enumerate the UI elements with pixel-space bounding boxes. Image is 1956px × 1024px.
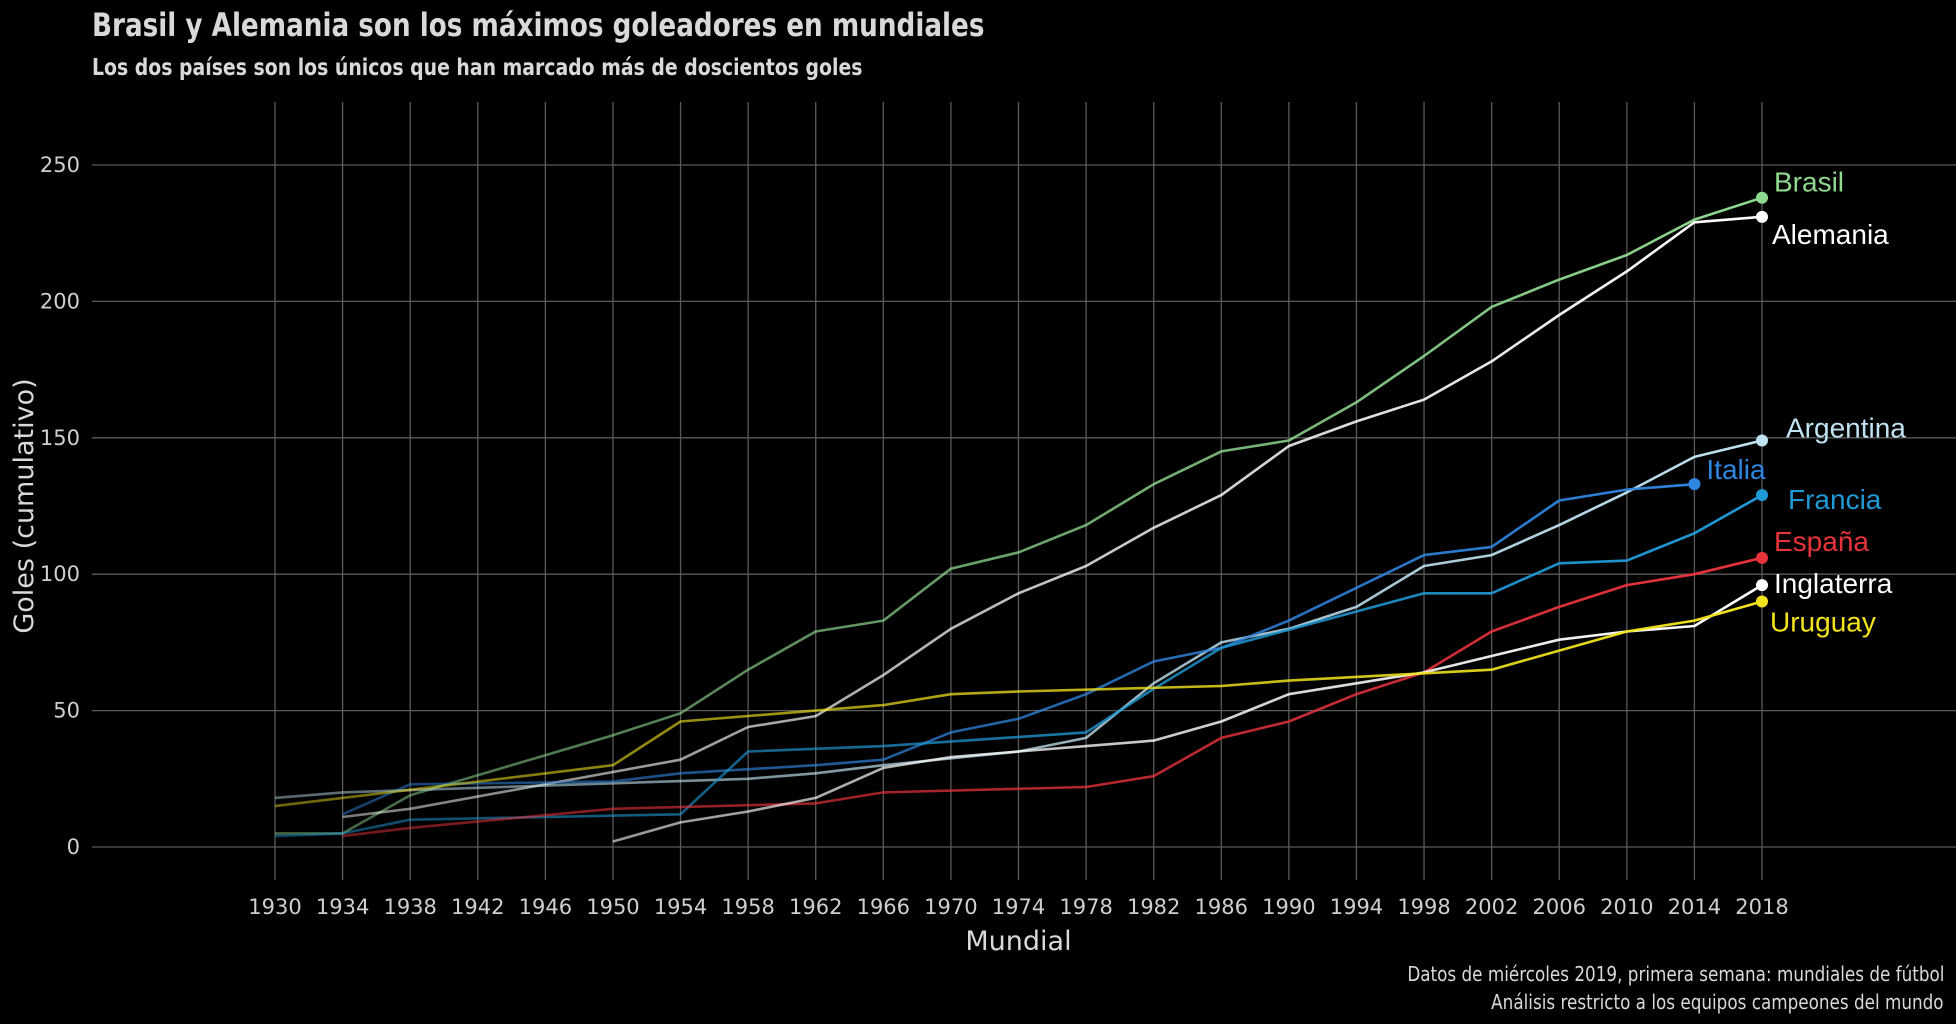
x-axis-ticks: 1930 1934 1938 1942 1946 1950 1954 1958 1962 1966…	[248, 895, 1788, 919]
end-point-espana	[1756, 551, 1768, 564]
end-point-uruguay	[1756, 595, 1768, 608]
series-label-alemania: Alemania	[1772, 219, 1889, 250]
series-line-alemania	[342, 215, 1763, 819]
series-line-inglaterra	[612, 583, 1763, 843]
end-point-alemania	[1756, 210, 1768, 223]
x-tick-label: 2010	[1600, 895, 1653, 919]
series-label-brasil: Brasil	[1774, 167, 1844, 198]
series-labels: Brasil Alemania Argentina Italia Francia Espa…	[1706, 167, 1906, 638]
chart-title: Brasil y Alemania son los máximos golead…	[92, 6, 985, 44]
x-tick-label: 1966	[857, 895, 910, 919]
x-tick-label: 1974	[992, 895, 1045, 919]
x-tick-label: 1994	[1330, 895, 1383, 919]
end-point-inglaterra	[1756, 579, 1768, 592]
y-tick-label: 100	[40, 562, 80, 586]
end-point-argentina	[1756, 434, 1768, 447]
x-tick-label: 1958	[721, 895, 774, 919]
x-tick-label: 1962	[789, 895, 842, 919]
caption-line-1: Datos de miércoles 2019, primera semana:…	[1406, 962, 1944, 986]
x-tick-label: 1978	[1059, 895, 1112, 919]
x-tick-label: 2002	[1465, 895, 1518, 919]
x-tick-label: 1986	[1195, 895, 1248, 919]
x-tick-label: 1990	[1262, 895, 1315, 919]
y-tick-label: 50	[53, 699, 80, 723]
series-label-italia: Italia	[1706, 454, 1766, 485]
end-points	[1688, 191, 1768, 608]
y-tick-label: 200	[40, 289, 80, 313]
caption-line-2: Análisis restricto a los equipos campeon…	[1491, 990, 1944, 1014]
x-tick-label: 1998	[1397, 895, 1450, 919]
x-tick-label: 2006	[1533, 895, 1586, 919]
series-label-argentina: Argentina	[1786, 413, 1906, 444]
x-tick-label: 1942	[451, 895, 504, 919]
series-label-uruguay: Uruguay	[1770, 606, 1876, 637]
x-tick-label: 2018	[1735, 895, 1788, 919]
x-tick-label: 1946	[519, 895, 572, 919]
series-line-argentina	[274, 439, 1763, 800]
series-line-espana	[342, 556, 1763, 838]
series-line-italia	[342, 482, 1695, 816]
y-tick-label: 250	[40, 153, 80, 177]
x-tick-label: 1934	[316, 895, 369, 919]
x-axis-title: Mundial	[965, 926, 1071, 957]
end-point-brasil	[1756, 191, 1768, 204]
x-tick-label: 1954	[654, 895, 707, 919]
series-line-uruguay	[274, 600, 1763, 808]
y-axis-ticks: 0 50 100 150 200 250	[40, 153, 80, 859]
x-tick-label: 1950	[586, 895, 639, 919]
series-lines	[274, 196, 1763, 843]
x-tick-label: 1970	[924, 895, 977, 919]
series-label-francia: Francia	[1788, 484, 1882, 515]
x-tick-label: 1938	[383, 895, 436, 919]
series-label-inglaterra: Inglaterra	[1774, 568, 1893, 599]
x-tick-label: 1982	[1127, 895, 1180, 919]
x-tick-label: 1930	[248, 895, 301, 919]
y-tick-label: 150	[40, 426, 80, 450]
y-tick-label: 0	[67, 835, 80, 859]
series-line-brasil	[275, 196, 1763, 835]
grid	[92, 102, 1956, 880]
chart-subtitle: Los dos países son los únicos que han ma…	[92, 55, 863, 81]
end-point-italia	[1688, 478, 1701, 491]
y-axis-title: Goles (cumulativo)	[9, 378, 40, 633]
series-label-espana: España	[1774, 526, 1869, 557]
end-point-francia	[1756, 489, 1768, 502]
x-tick-label: 2014	[1668, 895, 1721, 919]
